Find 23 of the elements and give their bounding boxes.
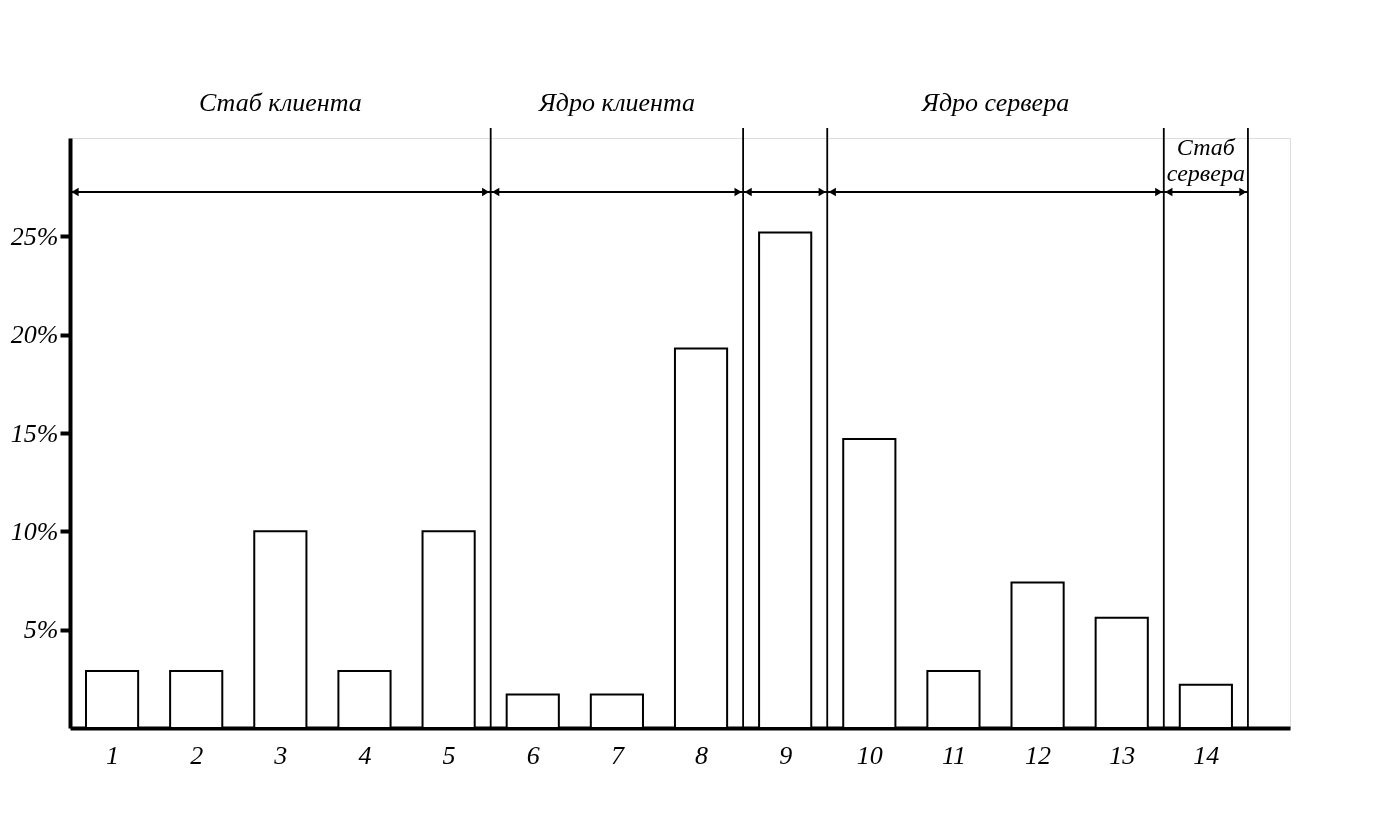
x-tick-label: 10 (856, 740, 883, 770)
x-tick-label: 13 (1109, 740, 1136, 770)
x-tick-label: 8 (695, 740, 709, 770)
text: Ядро сервера (920, 88, 1070, 117)
x-tick-label: 5 (442, 740, 456, 770)
text: Стаб клиента (198, 88, 362, 117)
y-tick-label: 25% (10, 221, 59, 251)
x-tick-label: 14 (1193, 740, 1220, 770)
annotation: Стаб сервера (1166, 134, 1245, 186)
x-tick-label: 12 (1025, 740, 1052, 770)
x-tick-label: 9 (779, 740, 793, 770)
x-tick-label: 1 (106, 740, 120, 770)
y-tick-label: 5% (23, 615, 59, 645)
y-tick-label: 20% (10, 320, 59, 350)
x-tick-label: 6 (526, 740, 540, 770)
text: Ядро клиента (537, 88, 696, 117)
x-tick-label: 7 (610, 740, 625, 770)
x-tick-label: 11 (941, 740, 966, 770)
y-tick-label: 10% (10, 516, 59, 546)
x-tick-label: 4 (358, 740, 372, 770)
x-tick-label: 2 (190, 740, 204, 770)
y-tick-label: 15% (10, 418, 59, 448)
x-tick-label: 3 (273, 740, 288, 770)
